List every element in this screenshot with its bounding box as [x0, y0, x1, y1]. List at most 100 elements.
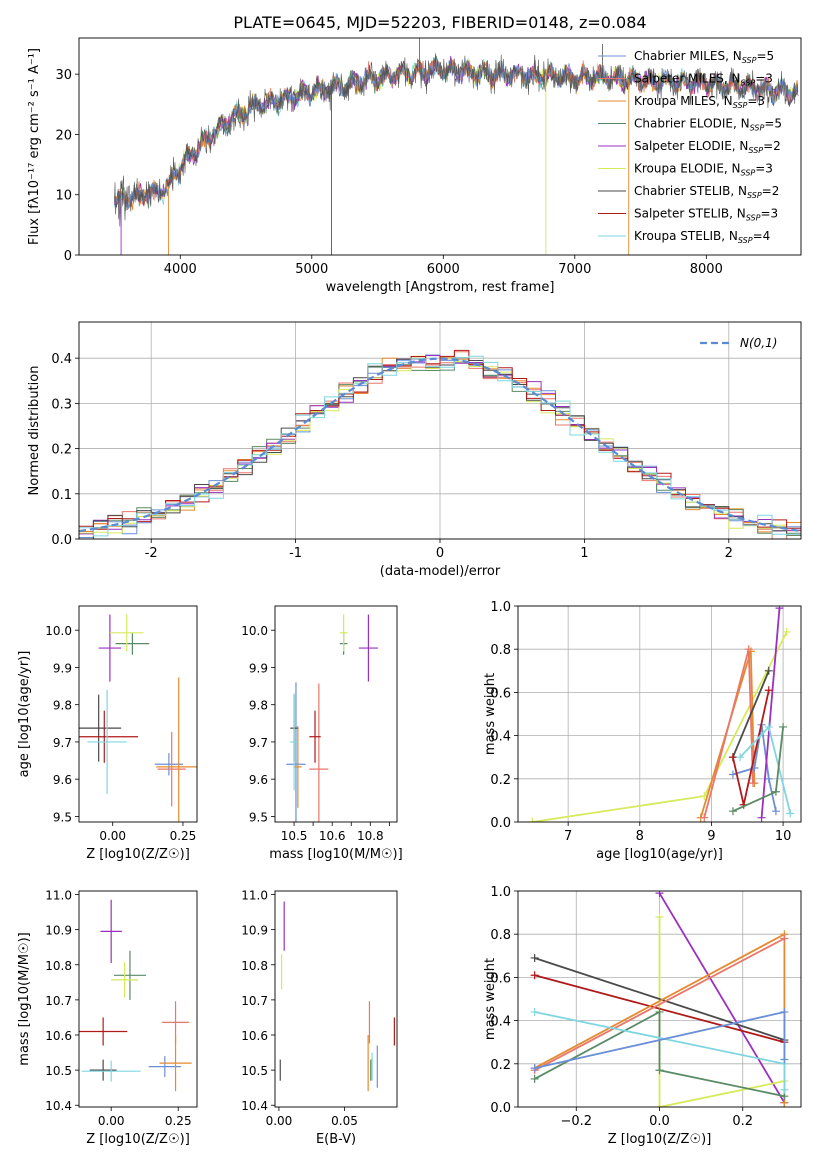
- y-tick-label: 9.8: [53, 699, 72, 713]
- legend-name: Chabrier STELIB, N: [634, 184, 747, 198]
- legend-entry-label: Chabrier ELODIE, NSSP=5: [634, 117, 782, 133]
- massweight-marker: [782, 627, 791, 636]
- massweight-vs-Z-plot: [530, 891, 789, 1107]
- x-axis-label: (data-model)/error: [380, 564, 501, 579]
- massweight-marker: [530, 971, 539, 980]
- legend-entry-label: Kroupa ELODIE, NSSP=3: [634, 162, 773, 178]
- x-tick-label: 0.2: [732, 1114, 753, 1129]
- age-vs-Z-plot: [79, 614, 197, 822]
- legend-count: =3: [755, 72, 773, 86]
- x-tick-label: -1: [289, 546, 302, 561]
- massweight-marker: [700, 813, 709, 822]
- massweight-marker: [764, 686, 773, 695]
- massweight-marker: [655, 1007, 664, 1016]
- residuals-axes: -2 -1 0 1 2 0.0 0.1 0.2 0.3 0.4 (data-model)/error…: [27, 321, 802, 579]
- axes-frame: [78, 321, 802, 540]
- legend-count: =2: [763, 139, 781, 153]
- y-tick-label: 9.5: [53, 810, 72, 824]
- x-tick-label: 0.25: [165, 1114, 192, 1128]
- x-axis-label: age [log10(age/yr)]: [596, 847, 723, 862]
- x-axis-label: mass [log10(M/M☉)]: [269, 847, 402, 862]
- legend-name: Kroupa ELODIE, N: [634, 162, 741, 176]
- legend-subscript: SSP: [733, 101, 748, 110]
- y-tick-label: 9.6: [249, 773, 268, 787]
- y-tick-label: 10.0: [45, 624, 72, 638]
- y-tick-label: 10.6: [45, 1029, 72, 1043]
- y-tick-label: 10: [55, 189, 72, 204]
- massweight-marker: [530, 1074, 539, 1083]
- y-axis-label: mass weight: [483, 958, 498, 1040]
- x-tick-label: 0.00: [266, 1114, 293, 1128]
- massweight-marker: [764, 666, 773, 675]
- massweight-marker: [528, 818, 537, 822]
- legend-name: Kroupa STELIB, N: [634, 229, 738, 243]
- x-tick-label: 10.8: [357, 829, 384, 843]
- x-tick-label: −0.2: [560, 1114, 592, 1129]
- legend-entry-label: Chabrier STELIB, NSSP=2: [634, 184, 779, 200]
- axes-frame: [274, 890, 398, 1108]
- massweight-series: [658, 916, 785, 1107]
- y-tick-label: 0.4: [490, 1015, 511, 1030]
- massweight-marker: [779, 722, 788, 731]
- y-tick-label: 1.0: [490, 600, 511, 615]
- y-axis-label: Flux [fλ10⁻¹⁷ erg cm⁻² s⁻¹ A⁻¹]: [27, 48, 42, 245]
- x-tick-label: 0.00: [99, 829, 126, 843]
- x-tick-label: 9: [707, 829, 715, 844]
- age-vs-mass-axes: 10.5 10.6 10.8 9.5 9.6 9.7 9.8 9.9 10.0 mass [log…: [241, 605, 403, 862]
- y-tick-label: 0.2: [490, 1058, 511, 1073]
- legend-entry-label: N(0,1): [740, 336, 777, 350]
- legend-name: Chabrier ELODIE, N: [634, 117, 750, 131]
- age-vs-Z-axes: 0.00 0.25 9.5 9.6 9.7 9.8 9.9 10.0 Z [log10(Z/Z☉…: [17, 605, 198, 862]
- y-tick-label: 0.8: [490, 643, 511, 658]
- age-vs-mass-plot: [286, 614, 378, 822]
- massweight-series: [732, 670, 770, 758]
- residuals-plot: [79, 349, 801, 539]
- spectrum-line: [114, 53, 799, 227]
- massweight-series: [534, 957, 785, 1041]
- y-axis-label: age [log10(age/yr)]: [17, 651, 32, 778]
- x-tick-label: 2: [725, 546, 733, 561]
- massweight-marker: [780, 1055, 789, 1064]
- mass-vs-EBV-plot: [279, 901, 395, 1092]
- y-tick-label: 9.7: [53, 736, 72, 750]
- x-tick-label: 7000: [558, 262, 591, 277]
- spectrum-plot: [114, 38, 799, 255]
- x-axis-label: wavelength [Angstrom, rest frame]: [326, 280, 555, 295]
- x-axis-label: E(B-V): [316, 1132, 356, 1147]
- massweight-marker: [655, 891, 664, 898]
- massweight-marker: [771, 807, 780, 816]
- histogram-series: [79, 349, 801, 530]
- y-tick-label: 0.2: [51, 443, 72, 458]
- legend-count: =5: [764, 117, 782, 131]
- spectrum-axes: 4000 5000 6000 7000 8000 0 10 20 30 wavelength [A…: [27, 37, 802, 295]
- x-axis-label: Z [log10(Z/Z☉)]: [86, 847, 190, 862]
- legend-subscript: SSP: [741, 79, 756, 88]
- axes-frame: [517, 890, 802, 1108]
- y-tick-label: 9.9: [249, 661, 268, 675]
- massweight-marker: [655, 1103, 664, 1107]
- massweight-marker: [736, 753, 745, 762]
- legend-subscript: SSP: [742, 56, 757, 65]
- y-tick-label: 1.0: [490, 885, 511, 900]
- massweight-marker: [757, 813, 766, 822]
- y-axis-label: mass [log10(M/M☉)]: [17, 932, 32, 1065]
- legend-entry-label: Salpeter STELIB, NSSP=3: [634, 207, 778, 223]
- x-tick-label: 0: [436, 546, 444, 561]
- y-tick-label: 9.9: [53, 661, 72, 675]
- legend-name: Salpeter MILES, N: [634, 72, 741, 86]
- y-tick-label: 10.8: [241, 959, 268, 973]
- legend-entry-label: Kroupa MILES, NSSP=3: [634, 94, 765, 110]
- x-tick-label: 10.6: [319, 829, 346, 843]
- y-tick-label: 0.4: [51, 352, 72, 367]
- legend-name: Salpeter ELODIE, N: [634, 139, 748, 153]
- massweight-series: [534, 1010, 785, 1098]
- y-tick-label: 0.0: [490, 1101, 511, 1116]
- massweight-marker: [771, 787, 780, 796]
- y-axis-label: mass weight: [483, 673, 498, 755]
- y-tick-label: 10.5: [45, 1064, 72, 1078]
- x-tick-label: 8: [636, 829, 644, 844]
- massweight-marker: [655, 912, 664, 921]
- y-tick-label: 10.7: [241, 994, 268, 1008]
- histogram-series: [79, 355, 801, 537]
